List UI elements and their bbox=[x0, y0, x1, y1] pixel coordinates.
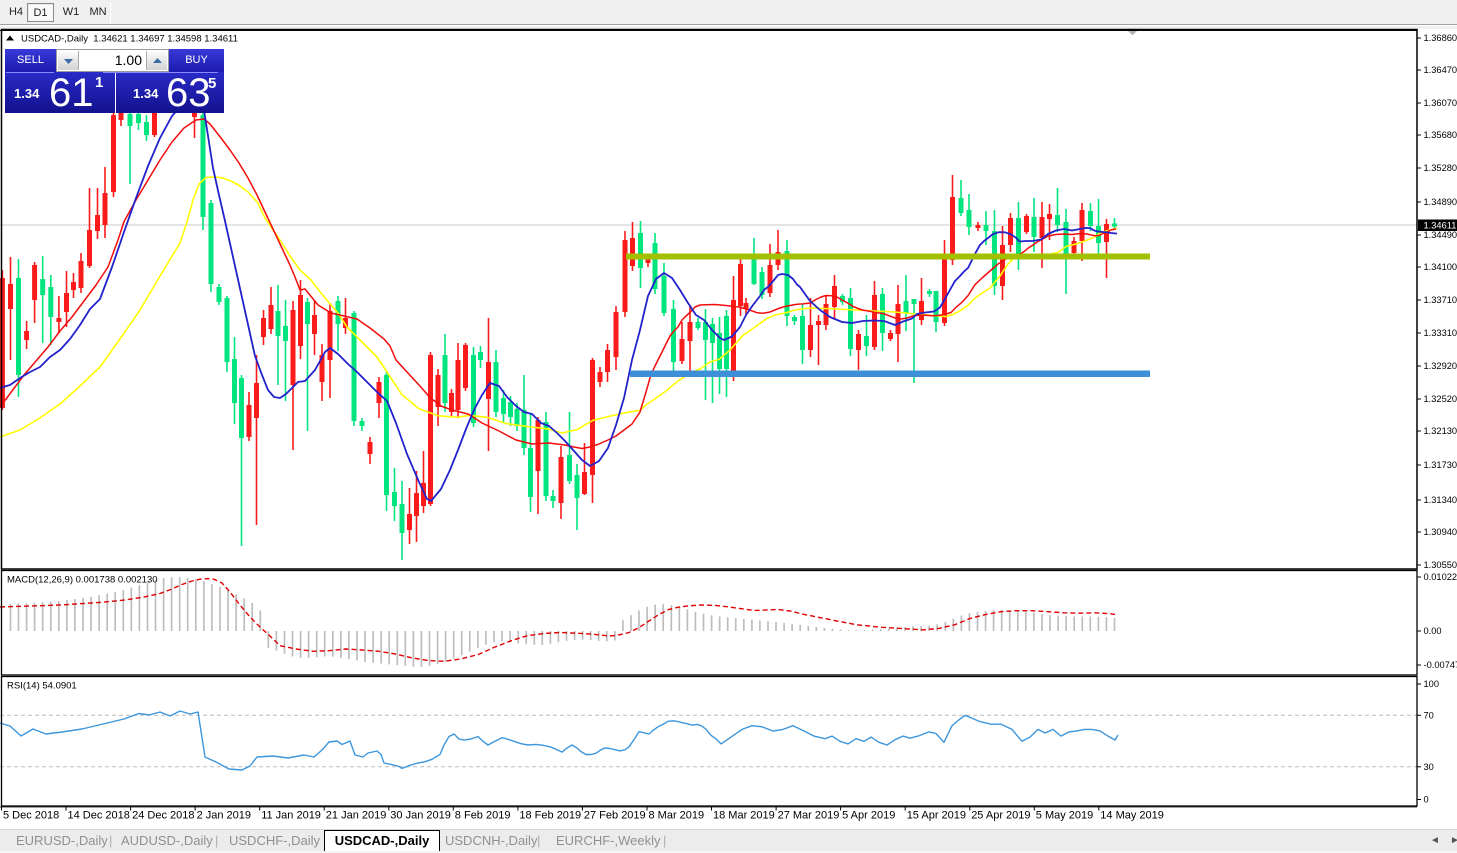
svg-text:1.34100: 1.34100 bbox=[1424, 262, 1457, 272]
svg-text:18 Mar 2019: 18 Mar 2019 bbox=[713, 810, 775, 822]
svg-text:1.34611: 1.34611 bbox=[1424, 221, 1457, 231]
svg-text:1.33310: 1.33310 bbox=[1424, 328, 1457, 338]
svg-text:30 Jan 2019: 30 Jan 2019 bbox=[390, 810, 451, 822]
svg-text:30: 30 bbox=[1424, 762, 1434, 772]
svg-text:5 Dec 2018: 5 Dec 2018 bbox=[3, 810, 59, 822]
svg-text:1.36070: 1.36070 bbox=[1424, 98, 1457, 108]
svg-text:1.32920: 1.32920 bbox=[1424, 361, 1457, 371]
svg-text:1.34490: 1.34490 bbox=[1424, 230, 1457, 240]
svg-text:5 May 2019: 5 May 2019 bbox=[1036, 810, 1093, 822]
svg-text:1.35280: 1.35280 bbox=[1424, 163, 1457, 173]
svg-text:1.34890: 1.34890 bbox=[1424, 197, 1457, 207]
svg-text:0: 0 bbox=[1424, 795, 1429, 805]
svg-text:0.00: 0.00 bbox=[1424, 626, 1442, 636]
svg-text:1.30550: 1.30550 bbox=[1424, 560, 1457, 570]
svg-text:1.32130: 1.32130 bbox=[1424, 426, 1457, 436]
svg-text:MACD(12,26,9) 0.001738 0.00213: MACD(12,26,9) 0.001738 0.002130 bbox=[7, 575, 158, 586]
svg-text:15 Apr 2019: 15 Apr 2019 bbox=[907, 810, 966, 822]
svg-text:27 Feb 2019: 27 Feb 2019 bbox=[584, 810, 646, 822]
svg-text:5 Apr 2019: 5 Apr 2019 bbox=[842, 810, 895, 822]
svg-text:21 Jan 2019: 21 Jan 2019 bbox=[326, 810, 387, 822]
svg-text:100: 100 bbox=[1424, 679, 1440, 689]
svg-text:0.010229: 0.010229 bbox=[1424, 572, 1457, 582]
svg-text:1.31340: 1.31340 bbox=[1424, 495, 1457, 505]
svg-text:1.32520: 1.32520 bbox=[1424, 394, 1457, 404]
svg-text:1.33710: 1.33710 bbox=[1424, 295, 1457, 305]
svg-text:RSI(14) 54.0901: RSI(14) 54.0901 bbox=[7, 681, 77, 692]
svg-text:25 Apr 2019: 25 Apr 2019 bbox=[971, 810, 1030, 822]
svg-text:8 Feb 2019: 8 Feb 2019 bbox=[455, 810, 511, 822]
svg-text:USDCAD-,Daily 1.34621 1.34697: USDCAD-,Daily 1.34621 1.34697 1.34598 1.… bbox=[21, 34, 238, 45]
svg-text:1.35680: 1.35680 bbox=[1424, 130, 1457, 140]
svg-text:1.31730: 1.31730 bbox=[1424, 460, 1457, 470]
svg-text:11 Jan 2019: 11 Jan 2019 bbox=[261, 810, 321, 822]
svg-text:14 Dec 2018: 14 Dec 2018 bbox=[68, 810, 130, 822]
svg-text:70: 70 bbox=[1424, 711, 1434, 721]
svg-text:27 Mar 2019: 27 Mar 2019 bbox=[778, 810, 840, 822]
svg-text:8 Mar 2019: 8 Mar 2019 bbox=[649, 810, 705, 822]
svg-text:1.36470: 1.36470 bbox=[1424, 65, 1457, 75]
svg-text:-0.00747: -0.00747 bbox=[1424, 660, 1457, 670]
svg-text:1.30940: 1.30940 bbox=[1424, 527, 1457, 537]
svg-text:14 May 2019: 14 May 2019 bbox=[1100, 810, 1164, 822]
svg-text:24 Dec 2018: 24 Dec 2018 bbox=[132, 810, 194, 822]
svg-text:18 Feb 2019: 18 Feb 2019 bbox=[519, 810, 581, 822]
svg-text:2 Jan 2019: 2 Jan 2019 bbox=[197, 810, 251, 822]
svg-text:1.36860: 1.36860 bbox=[1424, 33, 1457, 43]
